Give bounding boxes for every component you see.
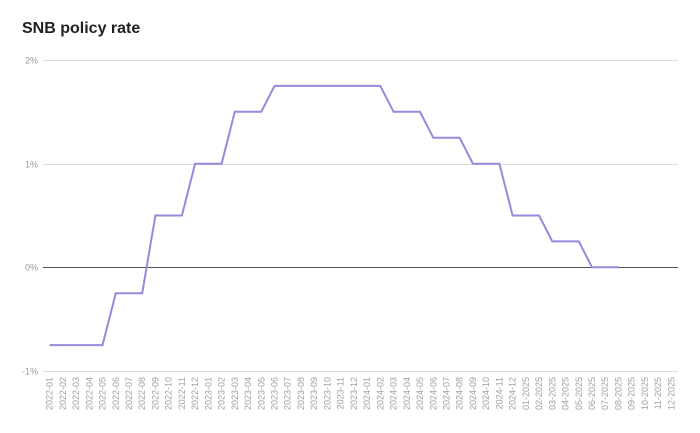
x-tick-label: 2022-03 [71, 377, 81, 410]
x-tick-label: 2022-05 [98, 377, 108, 410]
y-axis-labels: 2% 1% 0% -1% [22, 56, 38, 377]
x-tick-label: 11-2025 [653, 377, 663, 409]
x-tick-label: 2022-06 [111, 377, 121, 410]
x-tick-label: 2024-08 [455, 377, 465, 410]
x-tick-label: 06-2025 [587, 377, 597, 410]
y-tick-label: 0% [25, 263, 38, 273]
x-tick-label: 2022-09 [150, 377, 160, 410]
x-tick-label: 09-2025 [627, 377, 637, 410]
x-tick-label: 2023-04 [243, 377, 253, 410]
x-axis-labels: 2022-01 2022-02 2022-03 2022-04 2022-05 2022-… [45, 377, 677, 410]
y-tick-label: 2% [25, 56, 38, 66]
x-tick-label: 2023-11 [336, 377, 346, 409]
x-tick-label: 2024-07 [441, 377, 451, 410]
x-tick-label: 04-2025 [561, 377, 571, 410]
x-tick-label: 2024-09 [468, 377, 478, 410]
x-tick-label: 2024-01 [362, 377, 372, 410]
x-tick-label: 2024-12 [508, 377, 518, 410]
x-tick-label: 2023-10 [322, 377, 332, 410]
x-tick-label: 2023-02 [217, 377, 227, 410]
x-tick-label: 2022-07 [124, 377, 134, 410]
x-tick-label: 2022-12 [190, 377, 200, 410]
x-tick-label: 2022-10 [164, 377, 174, 410]
x-tick-label: 2024-10 [481, 377, 491, 410]
x-tick-label: 2022-02 [58, 377, 68, 410]
x-tick-label: 2024-03 [389, 377, 399, 410]
x-tick-label: 2023-03 [230, 377, 240, 410]
policy-rate-line [49, 84, 619, 347]
y-tick-label: -1% [22, 367, 38, 377]
x-tick-label: 2024-02 [375, 377, 385, 410]
x-tick-label: 2023-01 [203, 377, 213, 410]
x-tick-label: 2024-04 [402, 377, 412, 410]
x-tick-label: 2023-05 [256, 377, 266, 410]
x-tick-label: 2024-05 [415, 377, 425, 410]
x-tick-label: 2022-11 [177, 377, 187, 409]
x-tick-label: 07-2025 [600, 377, 610, 410]
x-tick-label: 05-2025 [574, 377, 584, 410]
x-tick-label: 10-2025 [640, 377, 650, 410]
x-tick-label: 2023-06 [270, 377, 280, 410]
x-tick-label: 2022-04 [84, 377, 94, 410]
x-tick-label: 2023-12 [349, 377, 359, 410]
x-tick-label: 2024-11 [494, 377, 504, 409]
x-tick-label: 2022-01 [45, 377, 55, 410]
x-tick-label: 2022-08 [137, 377, 147, 410]
gridlines [43, 60, 678, 372]
x-tick-label: 12-2025 [666, 377, 676, 410]
x-tick-label: 02-2025 [534, 377, 544, 410]
x-tick-label: 01-2025 [521, 377, 531, 410]
x-tick-label: 2024-06 [428, 377, 438, 410]
x-tick-label: 03-2025 [547, 377, 557, 410]
y-tick-label: 1% [25, 160, 38, 170]
x-tick-label: 2023-07 [283, 377, 293, 410]
x-tick-label: 2023-08 [296, 377, 306, 410]
chart-title: SNB policy rate [22, 20, 141, 37]
x-tick-label: 08-2025 [613, 377, 623, 410]
x-tick-label: 2023-09 [309, 377, 319, 410]
